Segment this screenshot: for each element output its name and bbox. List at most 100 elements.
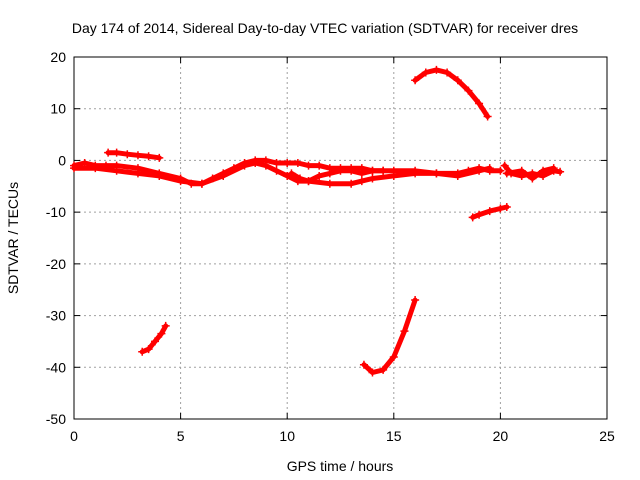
data-point bbox=[283, 159, 292, 168]
data-point bbox=[556, 167, 565, 176]
data-point bbox=[151, 337, 160, 346]
series-track-low-mid bbox=[361, 297, 418, 375]
data-point bbox=[359, 360, 368, 369]
data-point bbox=[475, 166, 484, 175]
data-point bbox=[496, 204, 505, 213]
data-point bbox=[468, 213, 477, 222]
data-point bbox=[475, 210, 484, 219]
data-point bbox=[347, 166, 356, 175]
y-tick-label: -10 bbox=[46, 204, 66, 220]
data-point bbox=[357, 169, 366, 178]
data-point bbox=[80, 159, 89, 168]
data-point bbox=[528, 174, 537, 183]
data-point bbox=[197, 179, 206, 188]
data-point bbox=[411, 76, 420, 85]
data-point bbox=[464, 86, 473, 95]
data-point bbox=[325, 169, 334, 178]
data-point bbox=[272, 159, 281, 168]
data-point bbox=[112, 166, 121, 175]
x-tick-label: 5 bbox=[177, 428, 185, 444]
data-point bbox=[155, 171, 164, 180]
data-point bbox=[368, 166, 377, 175]
data-point bbox=[517, 166, 526, 175]
grid-lines bbox=[74, 57, 607, 419]
data-point bbox=[502, 202, 511, 211]
y-tick-label: 0 bbox=[58, 152, 66, 168]
data-point bbox=[240, 161, 249, 170]
data-point bbox=[91, 164, 100, 173]
data-point bbox=[485, 164, 494, 173]
data-point bbox=[144, 152, 153, 161]
chart-title: Day 174 of 2014, Sidereal Day-to-day VTE… bbox=[72, 20, 578, 36]
data-point bbox=[304, 161, 313, 170]
data-point bbox=[144, 345, 153, 354]
x-tick-label: 25 bbox=[599, 428, 615, 444]
y-tick-label: -50 bbox=[46, 411, 66, 427]
data-point bbox=[336, 166, 345, 175]
data-series bbox=[70, 65, 565, 377]
data-point bbox=[272, 166, 281, 175]
data-point bbox=[432, 169, 441, 178]
data-point bbox=[389, 171, 398, 180]
data-point bbox=[295, 174, 304, 183]
y-tick-label: -20 bbox=[46, 256, 66, 272]
x-tick-label: 0 bbox=[70, 428, 78, 444]
data-point bbox=[400, 327, 409, 336]
data-point bbox=[251, 159, 260, 168]
data-point bbox=[453, 76, 462, 85]
data-point bbox=[155, 153, 164, 162]
data-point bbox=[123, 150, 132, 159]
data-point bbox=[325, 179, 334, 188]
data-point bbox=[70, 164, 78, 173]
data-point bbox=[287, 169, 296, 178]
data-point bbox=[176, 177, 185, 186]
series-track-low-left bbox=[139, 323, 169, 355]
data-point bbox=[219, 171, 228, 180]
data-point bbox=[161, 321, 170, 330]
data-point bbox=[389, 352, 398, 361]
data-point bbox=[421, 68, 430, 77]
data-point bbox=[133, 151, 142, 160]
data-point bbox=[157, 329, 166, 338]
data-point bbox=[549, 164, 558, 173]
data-point bbox=[432, 65, 441, 74]
data-point bbox=[304, 177, 313, 186]
data-point bbox=[500, 161, 509, 170]
data-point bbox=[315, 161, 324, 170]
data-point bbox=[453, 171, 462, 180]
series-track-high bbox=[412, 67, 491, 119]
data-point bbox=[443, 68, 452, 77]
data-point bbox=[138, 347, 147, 356]
series-track-mid bbox=[289, 168, 386, 184]
y-tick-label: -40 bbox=[46, 359, 66, 375]
data-point bbox=[283, 171, 292, 180]
data-point bbox=[368, 368, 377, 377]
data-point bbox=[411, 169, 420, 178]
data-point bbox=[315, 171, 324, 180]
data-point bbox=[475, 99, 484, 108]
axis-ticks: 0 5 10 15 20 25 -50 -40 -30 -20 -10 0 10 20 bbox=[46, 49, 615, 444]
y-tick-label: 20 bbox=[50, 49, 66, 65]
x-tick-label: 10 bbox=[279, 428, 295, 444]
data-point bbox=[379, 166, 388, 175]
data-point bbox=[104, 148, 113, 157]
data-point bbox=[496, 166, 505, 175]
data-point bbox=[411, 296, 420, 305]
x-tick-label: 20 bbox=[493, 428, 509, 444]
data-point bbox=[112, 148, 121, 157]
x-tick-label: 15 bbox=[386, 428, 402, 444]
data-point bbox=[502, 169, 511, 178]
data-point bbox=[293, 159, 302, 168]
plot-frame bbox=[73, 56, 608, 420]
y-tick-label: -30 bbox=[46, 308, 66, 324]
data-point bbox=[483, 112, 492, 121]
data-point bbox=[539, 166, 548, 175]
y-axis-label: SDTVAR / TECUs bbox=[5, 182, 21, 294]
data-point bbox=[261, 161, 270, 170]
data-point bbox=[368, 174, 377, 183]
x-axis-label: GPS time / hours bbox=[287, 458, 394, 474]
y-tick-label: 10 bbox=[50, 101, 66, 117]
data-point bbox=[347, 179, 356, 188]
data-point bbox=[357, 177, 366, 186]
